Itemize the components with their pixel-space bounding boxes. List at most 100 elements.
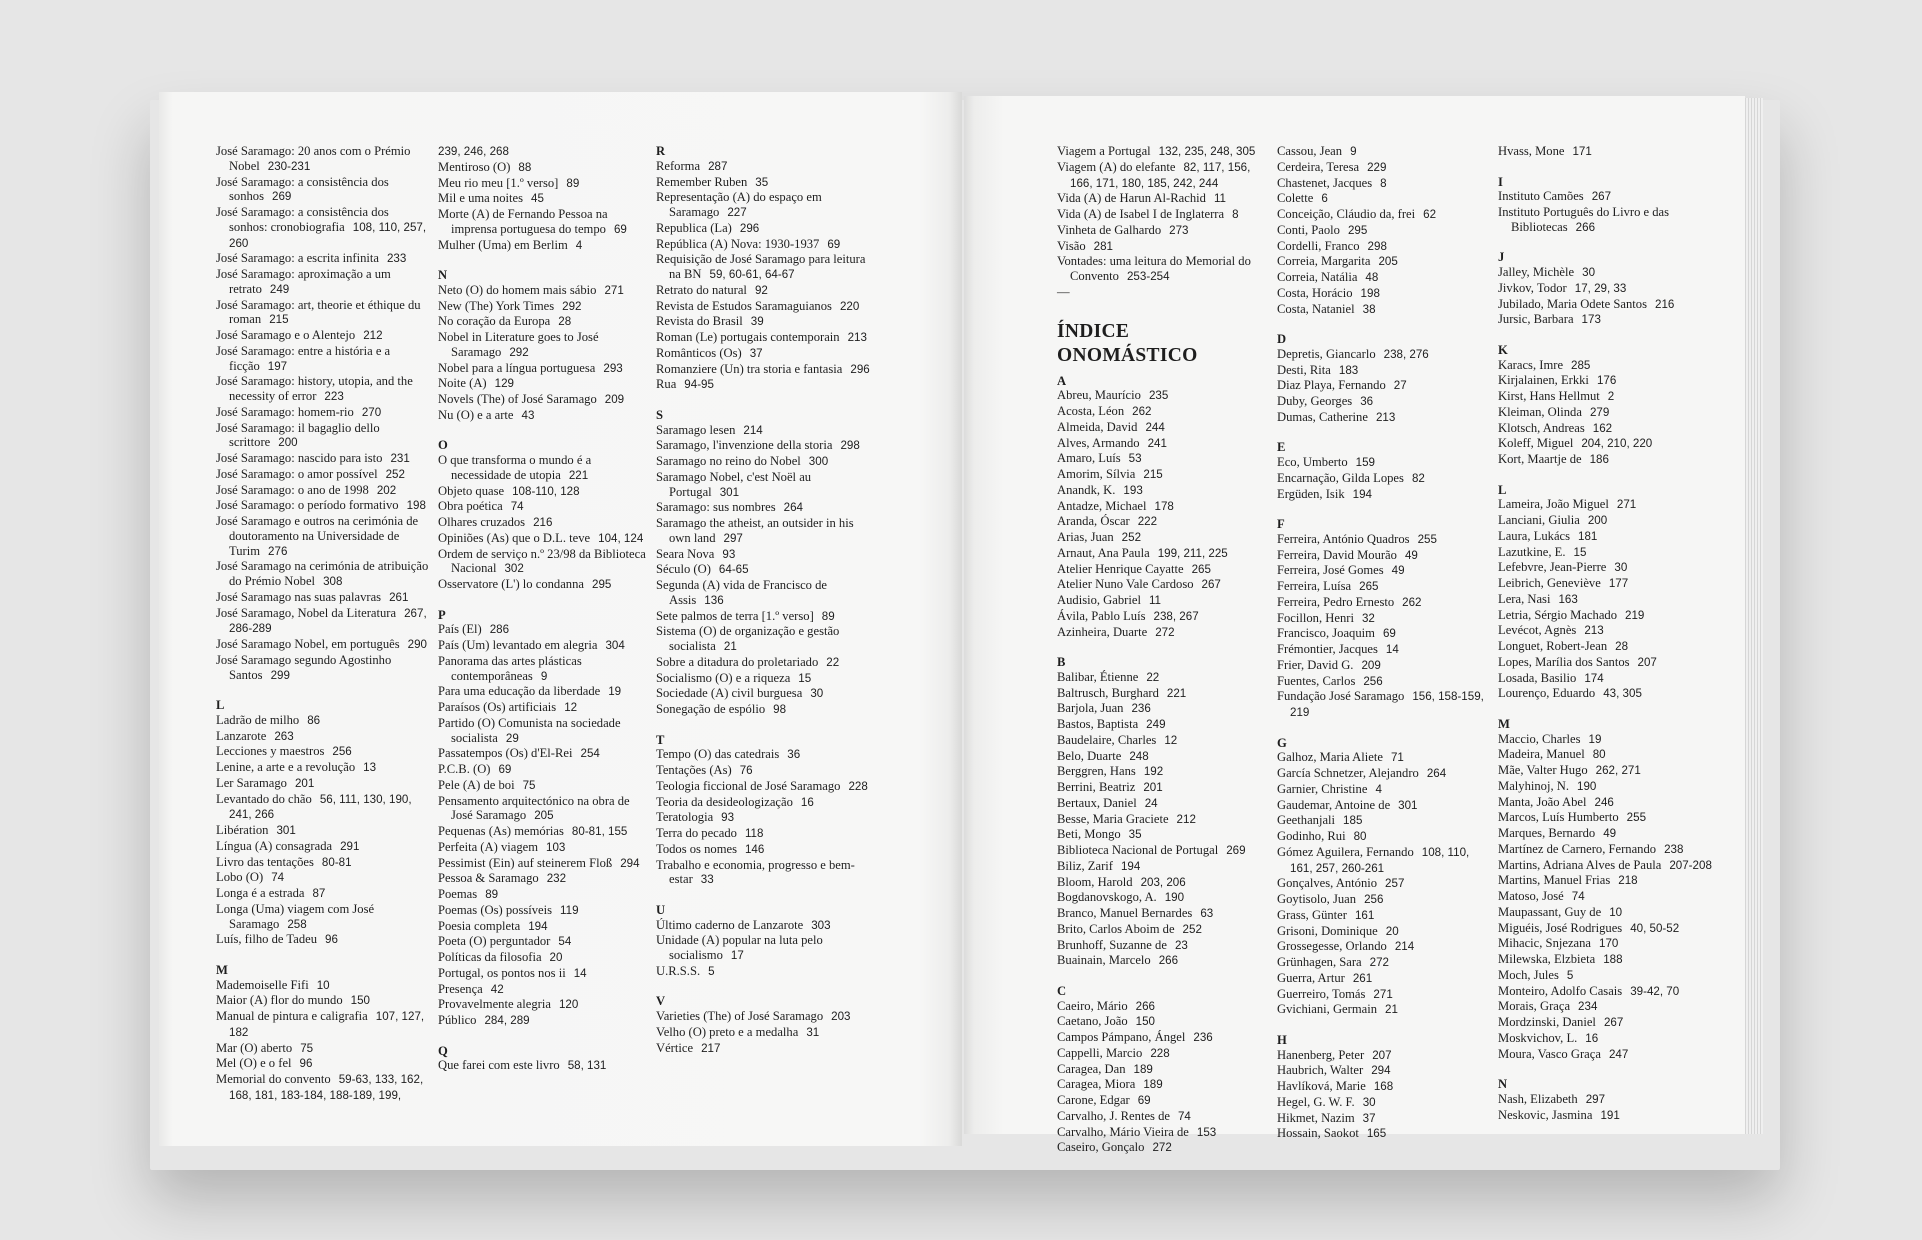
index-entry: Tentações (As) 76 [656,763,870,779]
index-entry: José Saramago e o Alentejo 212 [216,328,430,344]
index-entry: Saramago the atheist, an outsider in his… [656,516,870,547]
entry-title: Poemas (Os) possíveis [438,902,553,917]
entry-title: Kort, Maartje de [1498,452,1582,466]
entry-title: Sonegação de espólio [656,702,766,716]
entry-title: Reforma [656,158,701,173]
index-entry: Depretis, Giancarlo 238, 276 [1277,347,1491,363]
entry-title: País (Um) levantado em alegria [438,638,598,652]
index-entry: Luís, filho de Tadeu 96 [216,932,430,948]
index-entry: Fuentes, Carlos 256 [1277,674,1491,690]
entry-pages: 80 [1353,830,1367,843]
entry-pages: 56, 111, 130, 190, 241, 266 [229,792,412,822]
entry-title: Levantado do chão [216,791,312,806]
index-entry: José Saramago: a consistência dos sonhos… [216,205,430,251]
index-entry: País (Um) levantado em alegria 304 [438,638,652,654]
index-entry: Lecciones y maestros 256 [216,744,430,760]
entry-pages: 228 [848,779,868,793]
entry-title: Ferreira, Pedro Ernesto [1277,594,1395,609]
entry-pages: 272 [1155,625,1175,639]
index-entry: Alves, Armando 241 [1057,436,1271,452]
index-entry: Conceição, Cláudio da, frei 62 [1277,207,1491,223]
index-entry: Levantado do chão 56, 111, 130, 190, 241,… [216,792,430,824]
entry-pages: 15 [798,671,812,685]
entry-title: Cordelli, Franco [1277,238,1360,253]
entry-pages: 87 [312,887,326,900]
entry-pages: 146 [744,842,765,856]
index-entry: Aranda, Óscar 222 [1057,514,1271,530]
index-entry: Malyhinoj, N. 190 [1498,779,1712,795]
entry-title: Kirjalainen, Erkki [1498,373,1589,388]
index-entry: Pessoa & Saramago 232 [438,871,652,887]
entry-title: Carvalho, Mário Vieira de [1057,1124,1189,1139]
entry-title: Ergüden, Isik [1277,486,1345,501]
entry-pages: 48 [1365,271,1379,284]
index-entry: Lefebvre, Jean-Pierre 30 [1498,560,1712,576]
index-entry: José Saramago: 20 anos com o Prémio Nobe… [216,144,430,175]
entry-pages: 301 [276,824,296,837]
index-entry: Portugal, os pontos nos ii 14 [438,966,652,982]
index-entry: Carvalho, Mário Vieira de 153 [1057,1125,1271,1141]
entry-title: Azinheira, Duarte [1057,624,1148,639]
entry-pages: 107, 127, 182 [229,1010,425,1039]
entry-title: Caseiro, Gonçalo [1057,1140,1145,1155]
index-entry: Losada, Basilio 174 [1498,671,1712,687]
entry-pages: 43, 305 [1603,687,1642,701]
entry-pages: 262 [1402,595,1422,609]
entry-pages: 76 [739,764,753,777]
index-entry: Osservatore (L') lo condanna 295 [438,577,652,593]
entry-title: Requisição de José Saramago para leitura… [656,252,866,281]
entry-pages: 189 [1143,1078,1163,1092]
entry-title: Panorama das artes plásticas contemporân… [438,653,582,683]
entry-pages: 209 [1361,658,1381,672]
index-entry: Público 284, 289 [438,1013,652,1029]
entry-title: Haubrich, Walter [1277,1063,1364,1078]
entry-pages: 281 [1093,239,1113,253]
index-entry: José Saramago: entre a história e a ficç… [216,344,430,375]
entry-pages: 59-63, 133, 162, 168, 181, 183-184, 188-… [229,1073,424,1102]
entry-pages: 216 [533,516,553,529]
entry-title: Bastos, Baptista [1057,717,1139,731]
page-edges [1745,98,1763,1134]
entry-pages: 256 [1363,674,1383,688]
entry-title: República (A) Nova: 1930-1937 [656,236,820,251]
entry-pages: 255 [1626,811,1647,825]
index-entry: Passatempos (Os) d'El-Rei 254 [438,746,652,762]
entry-title: Gaudemar, Antoine de [1277,797,1391,812]
index-entry: Bertaux, Daniel 24 [1057,796,1271,812]
entry-pages: 69 [827,237,841,251]
entry-pages: 94-95 [684,378,714,392]
entry-pages: 24 [1144,796,1158,810]
index-entry: Hegel, G. W. F. 30 [1277,1095,1491,1111]
entry-pages: 271 [604,283,624,297]
entry-pages: 267 [1591,190,1612,204]
index-heading: ÍNDICE ONOMÁSTICO [1057,320,1198,366]
entry-pages: 205 [1378,255,1398,269]
entry-pages: 11 [1213,192,1226,206]
entry-pages: 269 [272,190,292,204]
entry-pages: 233 [386,252,407,266]
entry-pages: 36 [1360,395,1374,408]
entry-pages: 39 [750,315,764,329]
entry-title: Hikmet, Nazim [1277,1110,1355,1125]
entry-pages: 308 [323,575,343,588]
entry-pages: 17, 29, 33 [1574,281,1627,295]
index-entry: Romanziere (Un) tra storia e fantasia 296 [656,362,870,378]
entry-title: Passatempos (Os) d'El-Rei [438,746,573,761]
entry-title: Grass, Günter [1277,907,1347,922]
entry-pages: 298 [840,439,860,453]
entry-title: Ferreira, David Mourão [1277,547,1397,562]
index-entry: Para uma educação da liberdade 19 [438,684,652,700]
index-entry: Nobel in Literature goes to José Saramag… [438,330,652,361]
entry-pages: 29 [505,731,519,745]
entry-title: Focillon, Henri [1277,610,1354,625]
entry-pages: 190 [1577,779,1597,793]
entry-pages: 80-81, 155 [571,825,628,838]
index-entry: Guerra, Artur 261 [1277,971,1491,987]
entry-title: Sobre a ditadura do proletariado [656,654,819,669]
section-letter: M [1498,716,1510,731]
entry-title: José Saramago: o ano de 1998 [216,482,369,497]
entry-title: Brito, Carlos Aboim de [1057,921,1175,936]
entry-title: Lefebvre, Jean-Pierre [1498,560,1607,575]
index-entry: Kirst, Hans Hellmut 2 [1498,389,1712,405]
index-entry: Ordem de serviço n.º 23/98 da Biblioteca… [438,547,652,578]
